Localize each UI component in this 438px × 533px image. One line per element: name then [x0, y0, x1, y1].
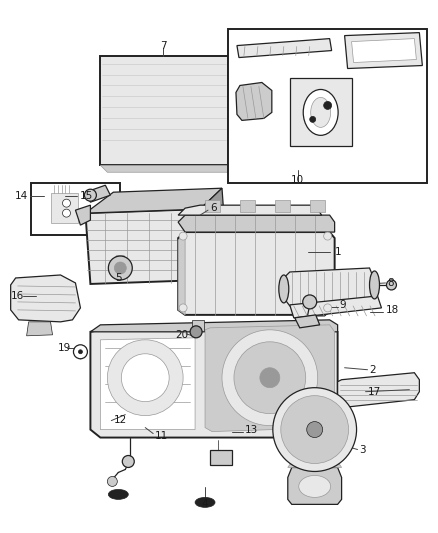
- Polygon shape: [85, 209, 205, 284]
- Polygon shape: [290, 78, 352, 147]
- Circle shape: [307, 422, 323, 438]
- Polygon shape: [85, 188, 222, 213]
- Ellipse shape: [195, 497, 215, 507]
- Circle shape: [85, 189, 96, 201]
- Text: 3: 3: [360, 445, 366, 455]
- Circle shape: [260, 368, 280, 387]
- Polygon shape: [288, 467, 342, 504]
- Polygon shape: [236, 83, 272, 120]
- Polygon shape: [205, 200, 220, 212]
- Polygon shape: [178, 215, 335, 232]
- Polygon shape: [50, 193, 78, 223]
- Polygon shape: [345, 33, 422, 69]
- Text: 14: 14: [14, 191, 28, 201]
- Polygon shape: [114, 256, 126, 260]
- Circle shape: [273, 387, 357, 472]
- Polygon shape: [210, 449, 232, 465]
- Polygon shape: [178, 205, 321, 215]
- Polygon shape: [240, 200, 255, 212]
- Text: 11: 11: [155, 431, 169, 441]
- Text: 16: 16: [11, 291, 24, 301]
- Circle shape: [107, 340, 183, 416]
- Polygon shape: [352, 38, 417, 62]
- Polygon shape: [300, 278, 332, 316]
- Circle shape: [63, 209, 71, 217]
- Polygon shape: [228, 55, 235, 172]
- Polygon shape: [275, 200, 290, 212]
- Circle shape: [310, 116, 316, 123]
- Circle shape: [78, 350, 82, 354]
- Circle shape: [234, 342, 306, 414]
- Polygon shape: [90, 320, 338, 332]
- Text: 1: 1: [335, 247, 341, 257]
- Polygon shape: [237, 38, 332, 58]
- Circle shape: [386, 280, 396, 290]
- Polygon shape: [310, 200, 325, 212]
- Text: 19: 19: [57, 343, 71, 353]
- Polygon shape: [75, 205, 90, 225]
- Text: 15: 15: [79, 191, 93, 201]
- Ellipse shape: [370, 271, 379, 299]
- Text: 18: 18: [385, 305, 399, 315]
- Polygon shape: [100, 165, 235, 172]
- Text: 6: 6: [210, 203, 217, 213]
- Text: 12: 12: [113, 415, 127, 425]
- Polygon shape: [205, 325, 335, 432]
- Circle shape: [303, 295, 317, 309]
- Text: 8: 8: [388, 278, 394, 288]
- Polygon shape: [290, 296, 381, 318]
- Text: 2: 2: [370, 365, 376, 375]
- Polygon shape: [90, 325, 338, 438]
- Circle shape: [281, 395, 349, 464]
- Polygon shape: [100, 55, 228, 165]
- Polygon shape: [11, 275, 81, 322]
- Circle shape: [108, 256, 132, 280]
- Circle shape: [179, 304, 187, 312]
- Circle shape: [107, 477, 117, 487]
- Circle shape: [324, 304, 332, 312]
- Circle shape: [190, 326, 202, 338]
- Text: 7: 7: [160, 41, 166, 51]
- Circle shape: [74, 345, 88, 359]
- Polygon shape: [178, 232, 335, 315]
- Polygon shape: [31, 183, 120, 235]
- Ellipse shape: [299, 475, 331, 497]
- Ellipse shape: [311, 98, 331, 127]
- Polygon shape: [284, 268, 374, 306]
- Circle shape: [121, 354, 169, 402]
- Ellipse shape: [108, 489, 128, 499]
- Text: 4: 4: [202, 499, 208, 510]
- Ellipse shape: [279, 275, 289, 303]
- Polygon shape: [27, 322, 53, 336]
- Polygon shape: [295, 315, 320, 328]
- Circle shape: [63, 199, 71, 207]
- Polygon shape: [288, 464, 342, 467]
- Text: 5: 5: [115, 273, 122, 283]
- Text: 17: 17: [367, 386, 381, 397]
- Circle shape: [114, 262, 126, 274]
- Polygon shape: [338, 373, 419, 408]
- Circle shape: [222, 330, 318, 425]
- Polygon shape: [100, 338, 195, 430]
- Circle shape: [324, 101, 332, 109]
- Text: 13: 13: [245, 425, 258, 434]
- Text: 20: 20: [175, 330, 188, 340]
- Polygon shape: [192, 320, 204, 331]
- Polygon shape: [228, 29, 427, 183]
- Polygon shape: [178, 232, 185, 315]
- Polygon shape: [85, 185, 110, 202]
- Text: 9: 9: [339, 300, 346, 310]
- Circle shape: [324, 232, 332, 240]
- Ellipse shape: [303, 90, 338, 135]
- Text: 10: 10: [291, 175, 304, 185]
- Circle shape: [122, 456, 134, 467]
- Circle shape: [179, 232, 187, 240]
- Polygon shape: [200, 188, 227, 280]
